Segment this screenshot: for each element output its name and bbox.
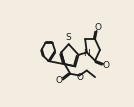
Text: S: S bbox=[66, 33, 72, 42]
Text: O: O bbox=[77, 73, 84, 82]
Text: O: O bbox=[94, 23, 101, 32]
Text: N: N bbox=[83, 49, 90, 58]
Text: O: O bbox=[56, 76, 63, 85]
Text: O: O bbox=[102, 61, 109, 70]
